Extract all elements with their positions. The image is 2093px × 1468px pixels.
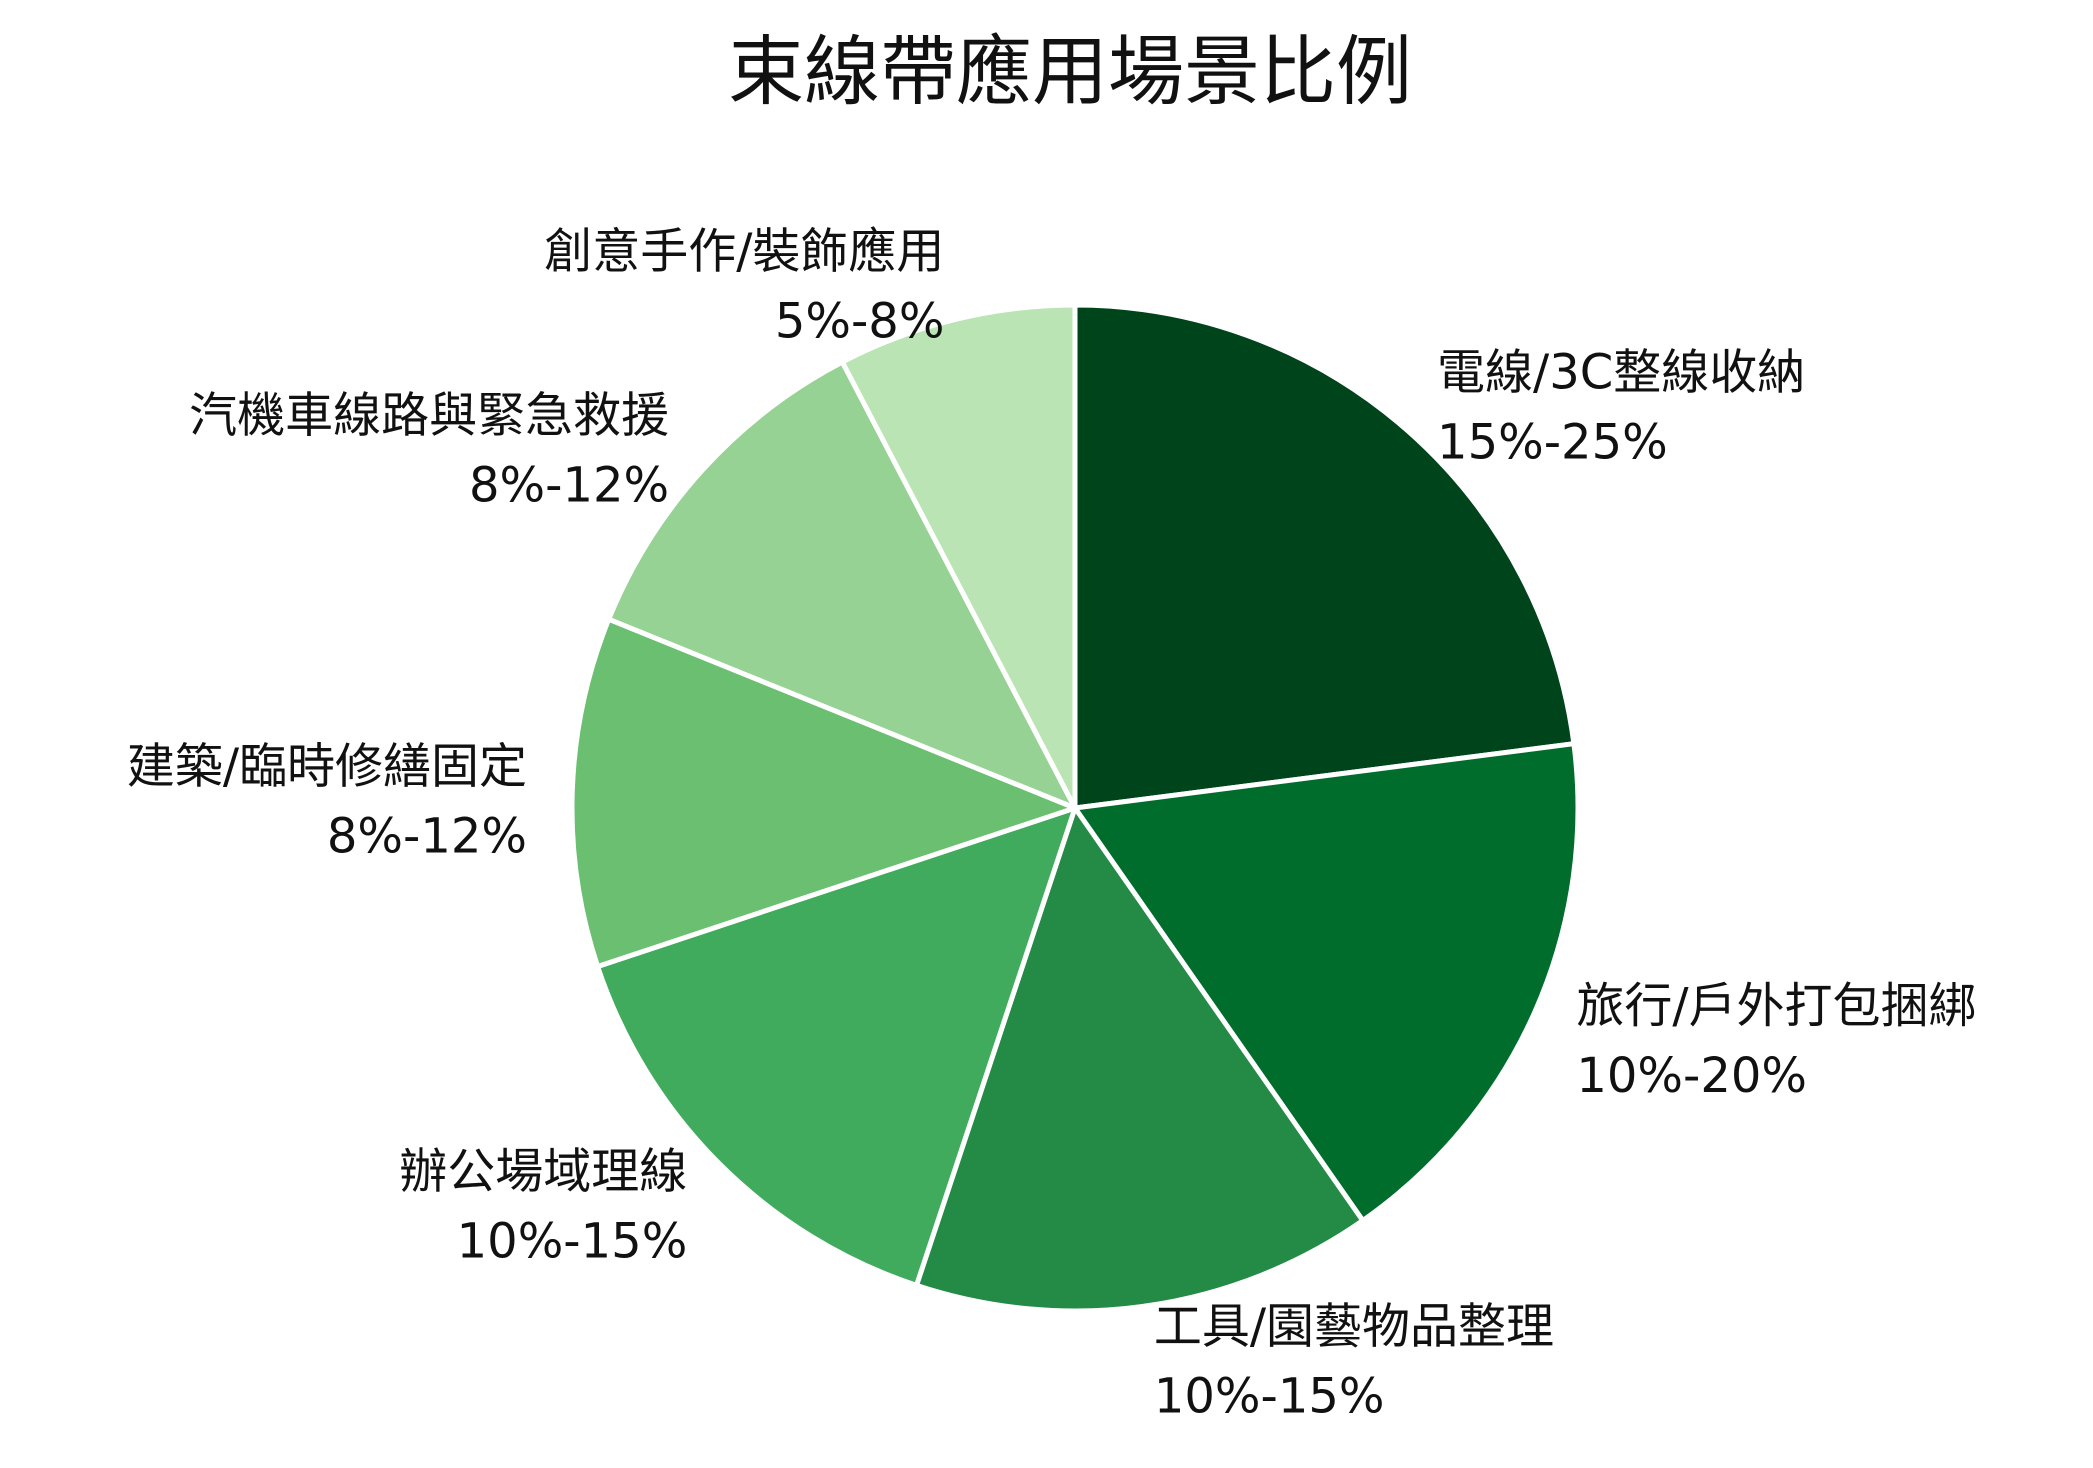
pie-slice <box>606 359 1078 811</box>
slice-range: 10%-20% <box>1576 1048 1807 1104</box>
slice-range: 5%-8% <box>775 294 945 350</box>
slice-label: 創意手作/裝飾應用 5%-8% <box>544 224 944 350</box>
pie-slice <box>1072 741 1581 1224</box>
slice-category: 旅行/戶外打包捆綁 <box>1576 978 1976 1034</box>
slice-category: 工具/園藝物品整理 <box>1154 1299 1554 1355</box>
slice-category: 建築/臨時修繕固定 <box>127 738 527 794</box>
pie-slice <box>914 805 1366 1314</box>
pie-labels: 電線/3C整線收納 15%-25% 旅行/戶外打包捆綁 10%-20% 工具/園藝物品整… <box>127 224 1977 1425</box>
pie-slices <box>569 302 1581 1314</box>
pie-slice <box>839 302 1078 811</box>
pie-slice <box>569 616 1078 969</box>
chart-title: 束線帶應用場景比例 <box>728 27 1412 116</box>
slice-category: 電線/3C整線收納 <box>1437 344 1805 400</box>
slice-label: 工具/園藝物品整理 10%-15% <box>1154 1299 1554 1425</box>
slice-label: 建築/臨時修繕固定 8%-12% <box>127 738 527 864</box>
slice-category: 創意手作/裝飾應用 <box>544 224 944 280</box>
slice-label: 汽機車線路與緊急救援 8%-12% <box>189 387 669 513</box>
slice-category: 汽機車線路與緊急救援 <box>189 387 669 443</box>
slice-range: 10%-15% <box>1154 1369 1385 1425</box>
slice-range: 8%-12% <box>469 457 669 513</box>
pie-slice <box>1072 302 1577 811</box>
slice-label: 旅行/戶外打包捆綁 10%-20% <box>1576 978 1976 1104</box>
slice-range: 10%-15% <box>457 1214 688 1270</box>
slice-label: 辦公場域理線 10%-15% <box>399 1144 687 1270</box>
slice-category: 辦公場域理線 <box>399 1144 687 1200</box>
slice-range: 8%-12% <box>327 808 527 864</box>
slice-label: 電線/3C整線收納 15%-25% <box>1437 344 1805 470</box>
slice-range: 15%-25% <box>1437 414 1668 470</box>
